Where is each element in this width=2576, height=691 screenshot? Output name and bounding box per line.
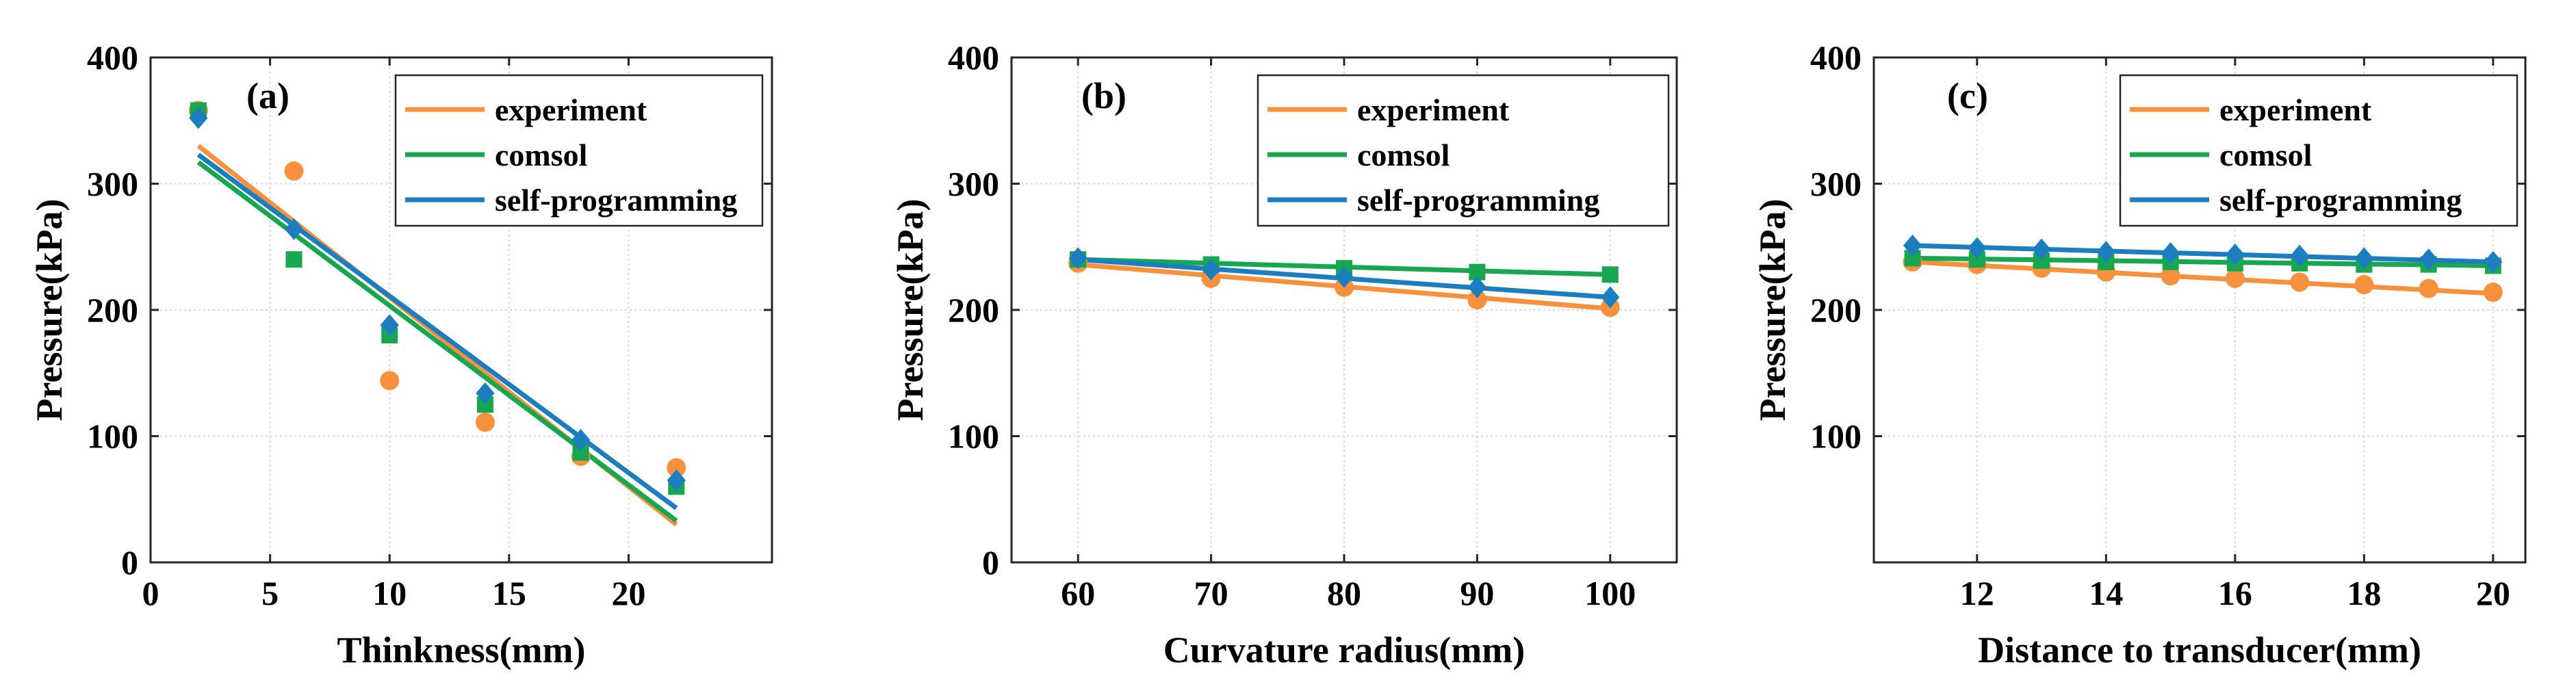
panel-label: (a) [246, 75, 289, 116]
chart-panel-3: 12 14 16 18 20 100 200 300 400 Distance to transd… [1752, 38, 2527, 670]
x-tick-label: 12 [1960, 574, 1994, 612]
data-point-self-programming [1467, 276, 1486, 298]
x-axis-label: Thinkness(mm) [337, 629, 585, 670]
data-point-self-programming [1068, 247, 1087, 270]
y-tick-label: 300 [87, 165, 138, 203]
data-point-comsol [285, 251, 302, 268]
data-point-self-programming [476, 382, 495, 404]
data-point-self-programming [667, 469, 686, 492]
y-tick-label: 0 [982, 543, 999, 582]
x-tick-label: 10 [372, 574, 407, 612]
y-tick-label: 400 [948, 38, 999, 77]
data-point-experiment [2483, 283, 2503, 302]
fit-line-comsol [196, 160, 678, 523]
chart-panel-2: 60 70 80 90 100 0 100 200 300 400 Curvature radius… [890, 38, 1678, 670]
legend: experiment comsol self-programming [394, 74, 764, 227]
data-point-self-programming [571, 429, 591, 452]
legend-entry-experiment: experiment [495, 92, 647, 127]
data-point-self-programming [2226, 243, 2245, 265]
y-tick-label: 100 [1810, 417, 1862, 456]
panel-label: (c) [1947, 75, 1988, 116]
data-point-experiment [667, 458, 686, 478]
legend: experiment comsol self-programming [2119, 74, 2519, 227]
fit-line-comsol [1912, 255, 2493, 268]
y-tick-label: 100 [948, 417, 999, 456]
data-point-self-programming [1903, 234, 1922, 257]
data-point-experiment [380, 371, 400, 391]
chart-panel-1: 0 5 10 15 200100200300400Thinkness(mm)Pressu… [29, 38, 773, 670]
data-point-self-programming [1601, 286, 1620, 309]
y-tick-label: 300 [1810, 165, 1862, 203]
x-tick-label: 80 [1327, 574, 1361, 612]
fit-line-self-programming [196, 153, 678, 510]
x-tick-label: 100 [1584, 574, 1636, 612]
panel-label: (b) [1081, 75, 1126, 116]
data-point-experiment [2419, 278, 2438, 298]
data-point-self-programming [2354, 247, 2373, 270]
data-point-experiment [284, 161, 304, 181]
legend-entry-self-programming: self-programming [2219, 183, 2462, 218]
data-point-experiment [2354, 275, 2374, 295]
legend: experiment comsol self-programming [1257, 74, 1670, 227]
legend-entry-experiment: experiment [1357, 92, 1510, 127]
y-axis-label: Pressure(kPa) [29, 199, 70, 421]
x-axis-label: Curvature radius(mm) [1163, 629, 1525, 670]
data-point-self-programming [1202, 258, 1221, 281]
y-tick-label: 200 [87, 291, 138, 329]
x-tick-label: 16 [2218, 574, 2252, 612]
data-point-experiment [2161, 266, 2180, 286]
data-point-self-programming [2096, 241, 2115, 263]
y-tick-label: 200 [1810, 291, 1862, 329]
y-tick-label: 400 [1810, 38, 1862, 77]
legend-entry-experiment: experiment [2219, 92, 2372, 127]
x-tick-label: 20 [611, 574, 645, 612]
data-point-self-programming [284, 218, 304, 240]
x-tick-label: 20 [2476, 574, 2510, 612]
data-point-experiment [1467, 290, 1487, 310]
legend-entry-comsol: comsol [1357, 138, 1450, 172]
x-tick-label: 60 [1061, 574, 1095, 612]
data-point-self-programming [2419, 248, 2438, 271]
legend-entry-self-programming: self-programming [495, 183, 737, 218]
y-tick-label: 300 [948, 165, 999, 203]
data-point-self-programming [380, 314, 399, 337]
fit-line-experiment [1912, 259, 2494, 296]
x-tick-label: 70 [1194, 574, 1228, 612]
data-point-self-programming [2161, 242, 2180, 264]
data-point-experiment [2290, 272, 2310, 292]
x-tick-label: 5 [261, 574, 279, 612]
x-tick-label: 18 [2347, 574, 2381, 612]
data-point-self-programming [1968, 237, 1987, 259]
data-point-self-programming [2484, 250, 2503, 273]
y-axis-label: Pressure(kPa) [1752, 199, 1793, 421]
data-point-comsol [1601, 266, 1619, 283]
x-tick-label: 15 [492, 574, 526, 612]
legend-entry-comsol: comsol [495, 138, 587, 172]
data-point-self-programming [2290, 244, 2309, 267]
data-point-experiment [475, 413, 495, 432]
legend-entry-self-programming: self-programming [1357, 183, 1599, 218]
legend-entry-comsol: comsol [2219, 138, 2312, 172]
y-tick-label: 100 [87, 417, 138, 456]
x-tick-label: 90 [1460, 574, 1494, 612]
data-point-self-programming [189, 107, 208, 129]
y-tick-label: 200 [948, 291, 999, 329]
y-axis-label: Pressure(kPa) [890, 199, 931, 421]
fit-line-self-programming [1912, 243, 2493, 265]
data-point-self-programming [1335, 266, 1354, 289]
x-axis-label: Distance to transducer(mm) [1978, 629, 2421, 670]
data-point-experiment [2225, 268, 2245, 288]
data-point-self-programming [2032, 238, 2051, 261]
y-tick-label: 0 [121, 543, 138, 582]
x-tick-label: 0 [142, 574, 159, 612]
y-tick-label: 400 [87, 38, 138, 77]
x-tick-label: 14 [2089, 574, 2123, 612]
